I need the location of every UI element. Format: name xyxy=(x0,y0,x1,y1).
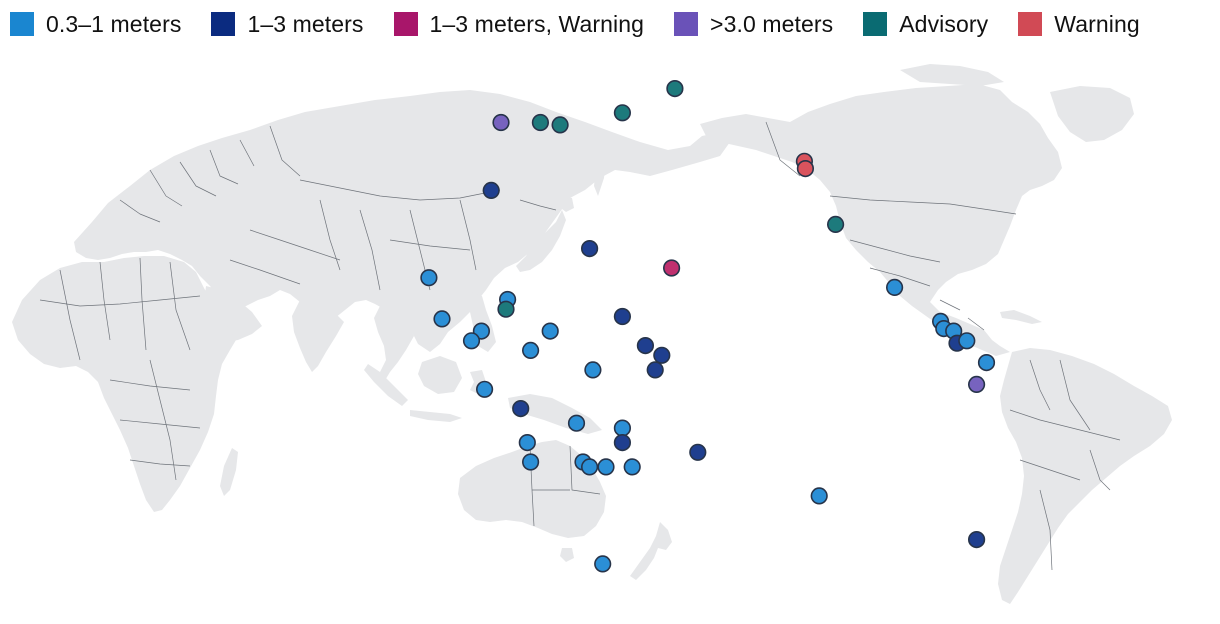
legend-label-1-3m-warning: 1–3 meters, Warning xyxy=(429,10,645,37)
site-0.3-1m-marker[interactable] xyxy=(521,341,540,360)
landmass-tasmania xyxy=(560,548,574,562)
site-0.3-1m-marker[interactable] xyxy=(476,380,494,398)
legend-item-1-3m: 1–3 meters xyxy=(211,11,363,38)
site-0.3-1m-marker[interactable] xyxy=(420,269,438,287)
site-1-3m-marker[interactable] xyxy=(613,307,632,326)
site-0.3-1m-marker[interactable] xyxy=(433,310,451,328)
site-1-3m-marker[interactable] xyxy=(967,530,986,549)
site-0.3-1m-marker[interactable] xyxy=(958,332,976,350)
site-1-3m-warning-marker[interactable] xyxy=(662,259,681,277)
site-0.3-1m-marker[interactable] xyxy=(613,419,632,437)
border-lines-south-america xyxy=(1009,359,1121,571)
site-0.3-1m-marker[interactable] xyxy=(462,332,481,350)
land-layer xyxy=(12,64,1172,604)
site-0.3-1m-marker[interactable] xyxy=(567,414,586,432)
site-advisory-marker[interactable] xyxy=(666,79,684,98)
landmass-sumatra xyxy=(364,364,408,406)
site-1-3m-marker[interactable] xyxy=(613,434,632,452)
site-over-3m-marker[interactable] xyxy=(967,375,986,394)
landmass-new-zealand xyxy=(630,522,672,580)
legend-item-over-3m: >3.0 meters xyxy=(674,11,833,38)
site-1-3m-marker[interactable] xyxy=(636,337,655,355)
border-lines-europe xyxy=(119,125,301,223)
site-1-3m-marker[interactable] xyxy=(653,346,671,364)
site-0.3-1m-marker[interactable] xyxy=(977,354,996,372)
site-0.3-1m-marker[interactable] xyxy=(541,322,559,340)
legend: 0.3–1 meters 1–3 meters 1–3 meters, Warn… xyxy=(10,9,1140,39)
legend-swatch-warning xyxy=(1018,12,1043,36)
legend-item-advisory: Advisory xyxy=(863,11,988,38)
site-0.3-1m-marker[interactable] xyxy=(521,453,540,471)
site-advisory-marker[interactable] xyxy=(551,116,569,134)
site-0.3-1m-marker[interactable] xyxy=(810,487,828,505)
landmass-india xyxy=(292,300,344,372)
landmass-arctic-islands xyxy=(900,64,1004,86)
legend-label-1-3m: 1–3 meters xyxy=(247,10,364,37)
legend-item-warning: Warning xyxy=(1018,11,1140,38)
site-0.3-1m-marker[interactable] xyxy=(580,458,599,476)
legend-label-0.3-1m: 0.3–1 meters xyxy=(46,10,182,37)
site-advisory-marker[interactable] xyxy=(531,113,550,132)
site-advisory-marker[interactable] xyxy=(497,300,515,318)
border-lines-africa xyxy=(39,257,201,481)
site-1-3m-marker[interactable] xyxy=(646,361,664,379)
landmass-japan xyxy=(516,210,566,272)
site-warning-marker[interactable] xyxy=(796,160,815,178)
legend-label-advisory: Advisory xyxy=(899,10,989,37)
legend-label-warning: Warning xyxy=(1054,10,1140,37)
tsunami-sites xyxy=(420,79,996,573)
site-1-3m-marker[interactable] xyxy=(580,240,599,258)
legend-label-over-3m: >3.0 meters xyxy=(710,10,834,37)
landmass-north-america xyxy=(700,84,1062,356)
site-over-3m-marker[interactable] xyxy=(492,113,510,132)
site-1-3m-marker[interactable] xyxy=(689,443,707,461)
legend-item-1-3m-warning: 1–3 meters, Warning xyxy=(393,10,645,38)
legend-swatch-0.3-1m xyxy=(10,12,34,36)
landmass-africa xyxy=(12,256,236,512)
landmass-cuba xyxy=(1000,310,1042,324)
landmass-madagascar xyxy=(220,448,238,496)
site-0.3-1m-marker[interactable] xyxy=(584,361,602,379)
site-0.3-1m-marker[interactable] xyxy=(597,458,615,476)
legend-swatch-advisory xyxy=(863,12,888,36)
border-lines-north-america xyxy=(765,121,1017,331)
landmass-south-america xyxy=(998,348,1172,604)
legend-item-0.3-1m: 0.3–1 meters xyxy=(10,11,181,38)
site-0.3-1m-marker[interactable] xyxy=(623,458,641,476)
site-0.3-1m-marker[interactable] xyxy=(518,434,536,452)
landmass-indochina xyxy=(374,306,414,382)
landmass-sakhalin xyxy=(594,150,606,196)
legend-swatch-1-3m-warning xyxy=(393,12,418,36)
landmass-hokkaido xyxy=(558,196,574,212)
legend-swatch-over-3m xyxy=(674,12,699,36)
site-advisory-marker[interactable] xyxy=(613,104,632,122)
border-lines-asia xyxy=(229,179,557,291)
site-0.3-1m-marker[interactable] xyxy=(594,555,612,573)
site-1-3m-marker[interactable] xyxy=(512,400,530,418)
landmass-eurasia xyxy=(74,90,730,352)
site-1-3m-marker[interactable] xyxy=(482,181,500,199)
site-0.3-1m-marker[interactable] xyxy=(885,278,904,297)
landmass-java xyxy=(410,410,462,422)
legend-swatch-1-3m xyxy=(211,12,236,36)
landmass-greenland xyxy=(1050,86,1134,142)
site-advisory-marker[interactable] xyxy=(826,215,845,233)
landmass-borneo xyxy=(418,356,462,394)
